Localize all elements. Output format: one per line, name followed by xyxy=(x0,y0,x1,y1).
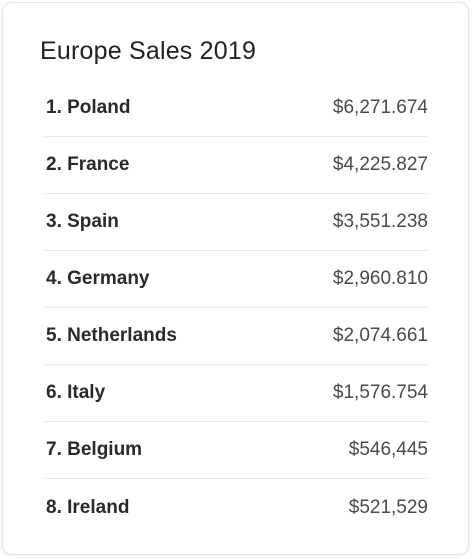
sales-amount: $521,529 xyxy=(348,496,428,518)
list-item: 2. France $4,225.827 xyxy=(43,137,428,194)
list-item: 7. Belgium $546,445 xyxy=(43,422,428,479)
sales-card: Europe Sales 2019 1. Poland $6,271.674 2… xyxy=(2,2,469,555)
card-title: Europe Sales 2019 xyxy=(40,37,257,65)
country-label: 6. Italy xyxy=(46,382,106,403)
list-item: 4. Germany $2,960.810 xyxy=(43,251,428,308)
country-label: 4. Germany xyxy=(46,268,150,289)
sales-amount: $3,551.238 xyxy=(332,211,428,232)
sales-list: 1. Poland $6,271.674 2. France $4,225.82… xyxy=(43,80,428,536)
sales-amount: $546,445 xyxy=(348,439,428,460)
sales-amount: $6,271.674 xyxy=(332,97,428,118)
country-label: 5. Netherlands xyxy=(46,325,177,346)
country-label: 2. France xyxy=(46,154,130,175)
country-label: 3. Spain xyxy=(46,211,119,232)
sales-amount: $2,960.810 xyxy=(332,268,428,289)
sales-amount: $2,074.661 xyxy=(332,325,428,346)
sales-amount: $1,576.754 xyxy=(332,382,428,403)
country-label: 1. Poland xyxy=(46,97,131,118)
sales-amount: $4,225.827 xyxy=(332,154,428,175)
list-item: 1. Poland $6,271.674 xyxy=(43,80,428,137)
list-item: 8. Ireland $521,529 xyxy=(43,479,428,536)
list-item: 3. Spain $3,551.238 xyxy=(43,194,428,251)
list-item: 5. Netherlands $2,074.661 xyxy=(43,308,428,365)
list-item: 6. Italy $1,576.754 xyxy=(43,365,428,422)
country-label: 7. Belgium xyxy=(46,439,143,460)
country-label: 8. Ireland xyxy=(46,496,130,518)
